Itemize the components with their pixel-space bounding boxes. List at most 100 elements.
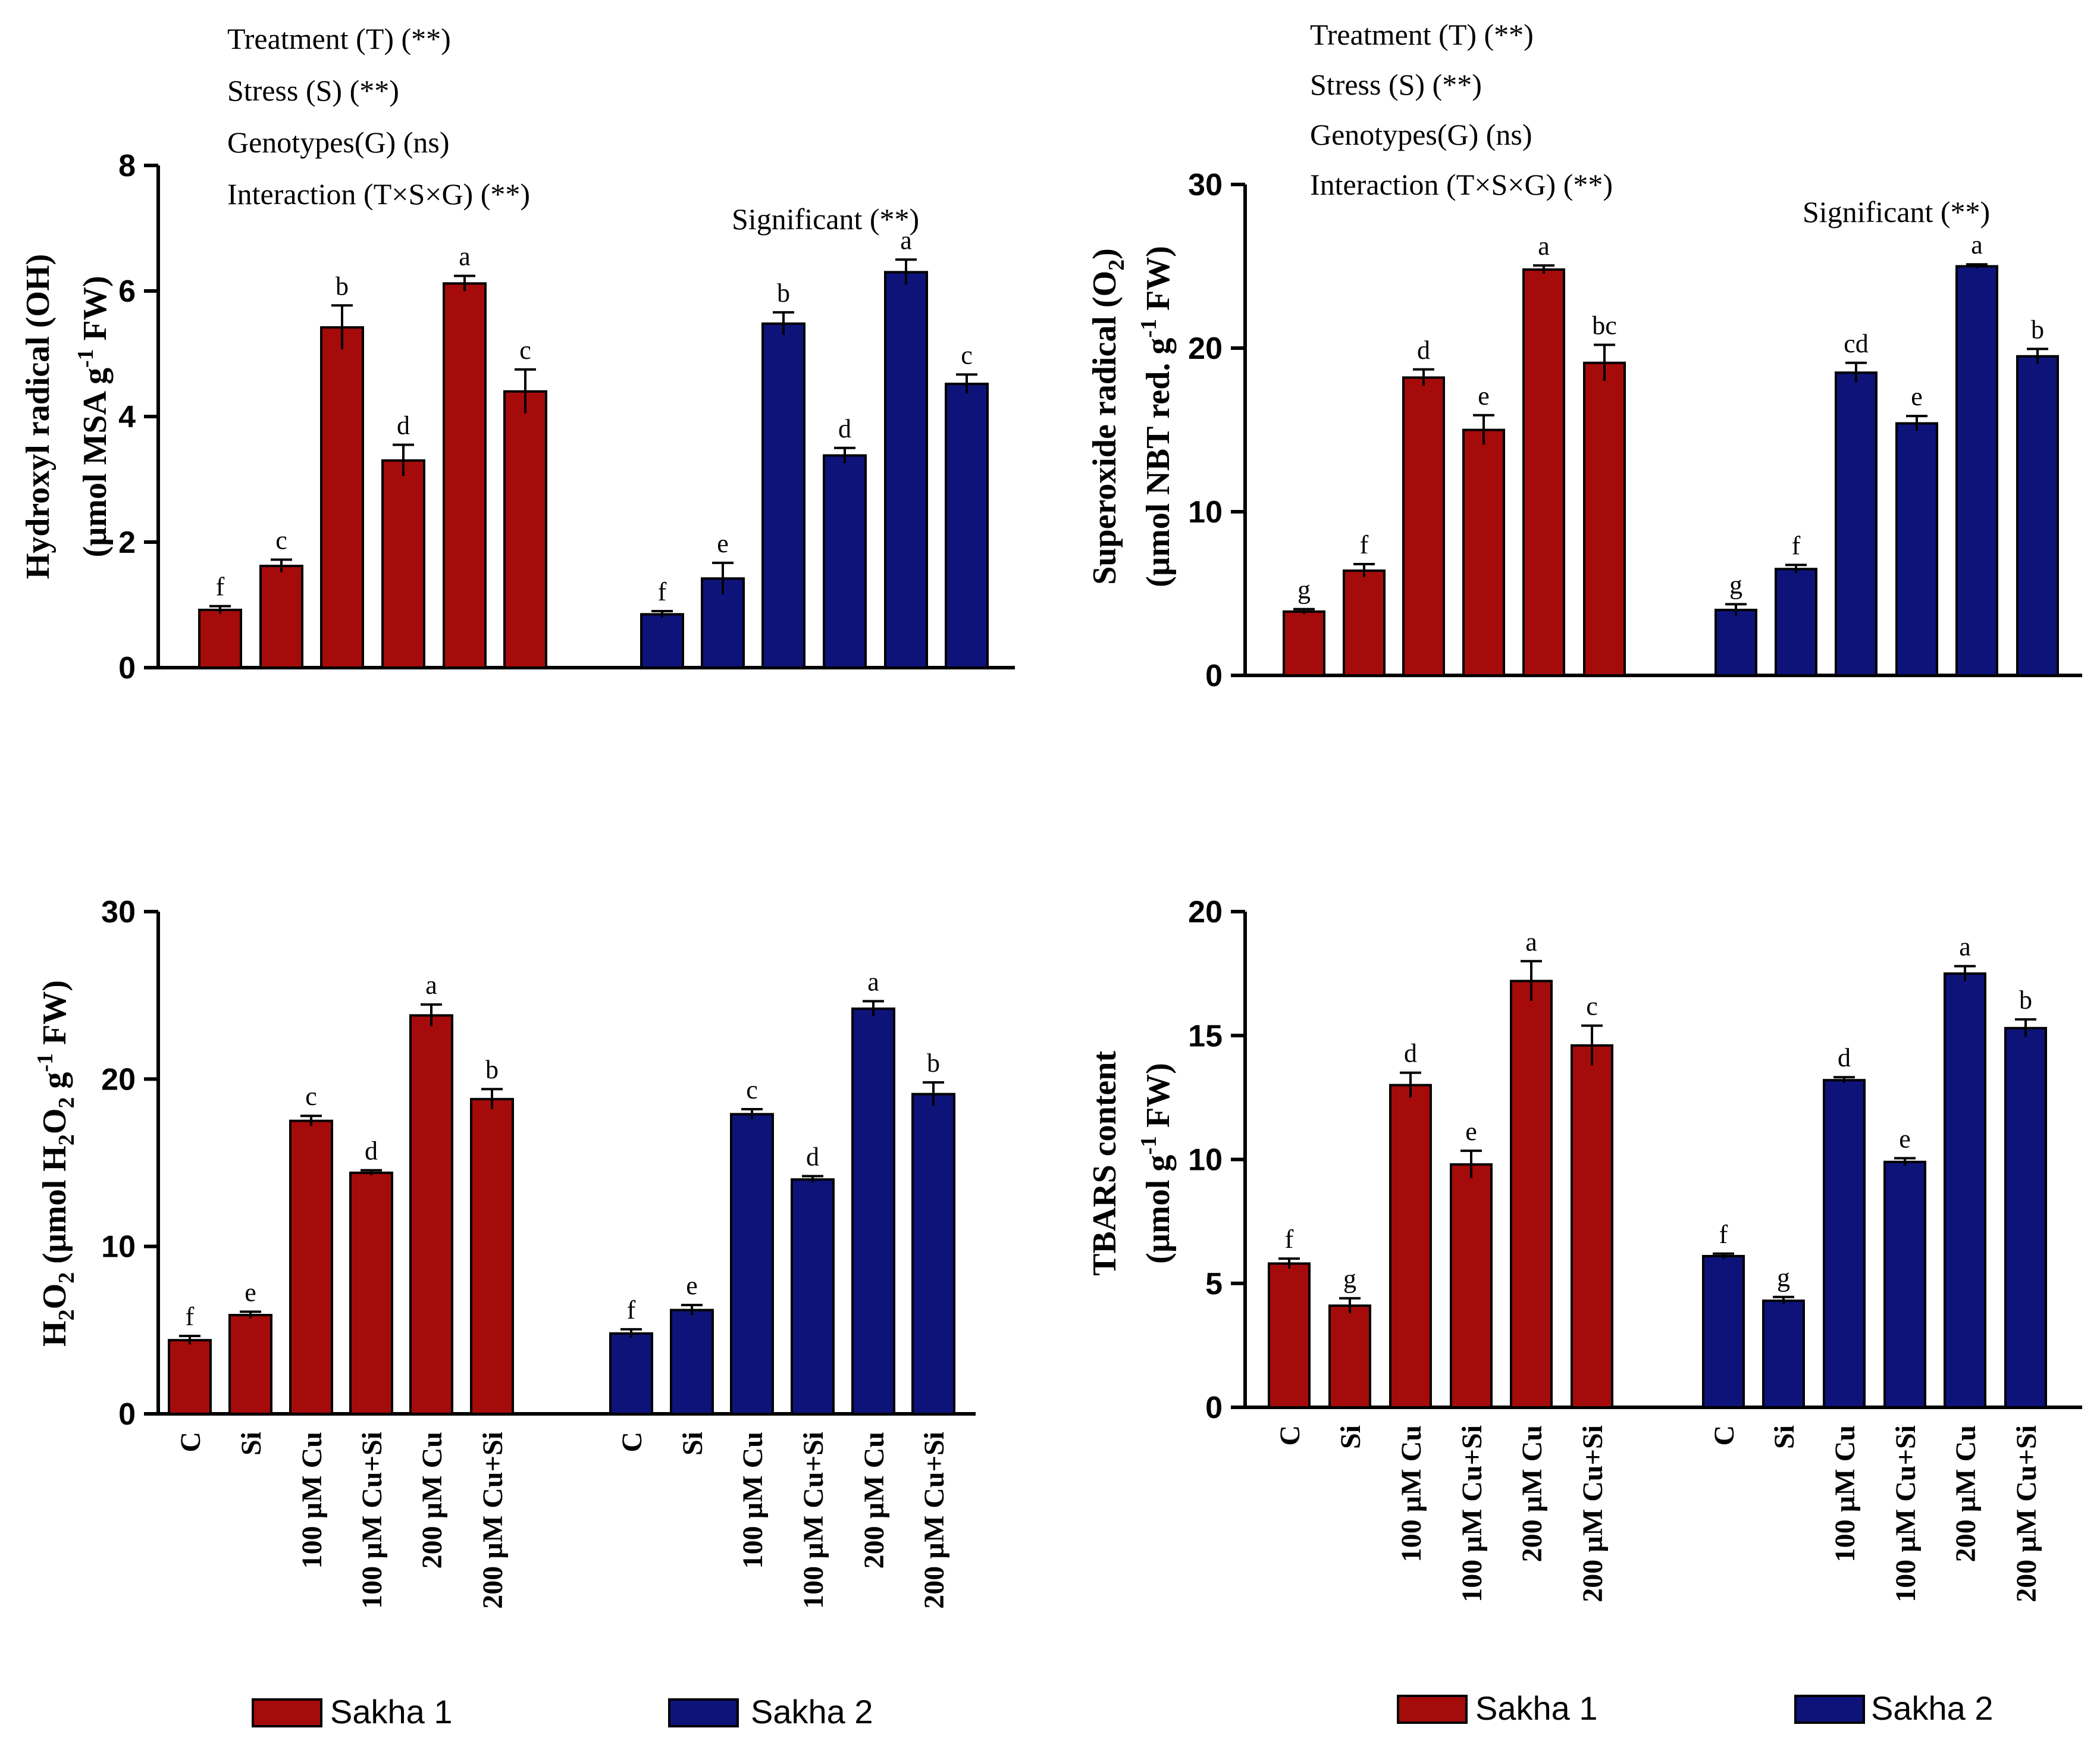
x-tick-label: 200 µM Cu xyxy=(1516,1425,1548,1562)
significance-letter: d xyxy=(365,1137,378,1166)
significance-letter: e xyxy=(1911,382,1923,411)
label-part: (µmol NBT red. g xyxy=(1140,338,1177,587)
significance-letter: c xyxy=(275,526,287,555)
significance-letter: b xyxy=(927,1048,940,1078)
significance-letter: c xyxy=(1586,992,1598,1021)
significance-letter: e xyxy=(245,1278,256,1307)
bar xyxy=(1762,1299,1805,1409)
bar xyxy=(381,459,425,669)
bar xyxy=(791,1178,835,1415)
significance-letter: f xyxy=(1719,1220,1728,1249)
significance-letter: a xyxy=(867,968,879,997)
x-tick-label: C xyxy=(175,1432,206,1453)
x-tick-label: 100 µM Cu+Si xyxy=(356,1432,388,1609)
y-axis-title-line2: (µmol g-1 FW) xyxy=(1136,1063,1177,1264)
bar xyxy=(1775,568,1817,677)
y-tick-label: 0 xyxy=(118,651,136,686)
significance-letter: c xyxy=(961,340,973,370)
legend-label-sakha1-right: Sakha 1 xyxy=(1475,1689,1598,1727)
bar xyxy=(1510,979,1553,1408)
bar xyxy=(911,1093,955,1415)
y-tick-label: 30 xyxy=(1188,168,1223,202)
significance-letter: b xyxy=(336,271,349,301)
bar xyxy=(670,1309,714,1415)
bar xyxy=(1343,569,1386,677)
label-part: O xyxy=(36,1284,73,1310)
stats-line: Treatment (T) (**) xyxy=(227,22,451,55)
bar xyxy=(1462,428,1505,677)
significance-letter: d xyxy=(1404,1039,1417,1068)
bar xyxy=(1895,422,1938,677)
bar xyxy=(1402,376,1445,677)
bar xyxy=(2016,355,2059,677)
x-tick-label: 200 µM Cu+Si xyxy=(2011,1425,2042,1602)
stats-line: Genotypes(G) (ns) xyxy=(1310,118,1532,151)
bar xyxy=(1283,610,1325,677)
bar xyxy=(1450,1163,1493,1408)
label-part: 2 xyxy=(1104,259,1129,271)
bar xyxy=(823,454,867,669)
significance-letter: d xyxy=(838,414,851,443)
significance-letter: a xyxy=(459,242,471,271)
bar xyxy=(1268,1262,1311,1408)
y-tick-label: 10 xyxy=(1188,495,1223,530)
x-tick-label: 200 µM Cu+Si xyxy=(1577,1425,1609,1602)
stats-line: Interaction (T×S×G) (**) xyxy=(227,177,530,211)
legend-label-sakha1: Sakha 1 xyxy=(330,1693,453,1730)
significance-letter: f xyxy=(658,577,667,606)
significance-note: Significant (**) xyxy=(1803,195,1990,229)
bar xyxy=(1702,1254,1745,1409)
panel-superoxide-radical: 0 10 20 30 g f d e a bc g f cd e a b Treatment (T) (**) S… xyxy=(1086,18,2082,693)
x-tick-label: 100 µM Cu+Si xyxy=(1456,1425,1488,1602)
x-tick-label: Si xyxy=(1335,1425,1366,1449)
label-part: Hydroxyl radical (OH) xyxy=(20,254,57,580)
bar xyxy=(1715,609,1757,677)
bar xyxy=(761,322,805,669)
bar xyxy=(320,326,364,669)
y-tick-label: 10 xyxy=(1188,1143,1223,1178)
label-part: FW) xyxy=(1140,1063,1177,1136)
significance-letter: b xyxy=(2019,985,2032,1015)
y-axis-title-line1: Superoxide radical (O2) xyxy=(1086,248,1129,585)
significance-letter: e xyxy=(1478,381,1490,411)
x-tick-label: 200 µM Cu+Si xyxy=(477,1432,509,1609)
y-tick-label: 0 xyxy=(1205,1391,1223,1425)
bar xyxy=(1389,1084,1432,1409)
bar xyxy=(1583,361,1626,677)
label-part: -1 xyxy=(33,1053,58,1072)
significance-letter: f xyxy=(627,1295,636,1325)
bar xyxy=(168,1339,212,1416)
y-axis-title-line2: (µmol NBT red. g-1 FW) xyxy=(1136,246,1177,587)
label-part: FW) xyxy=(36,980,73,1053)
x-tick-label: 200 µM Cu xyxy=(416,1432,448,1569)
legend-swatch-sakha1 xyxy=(252,1698,322,1727)
significance-letter: b xyxy=(777,278,790,308)
significance-letter: b xyxy=(2031,315,2044,344)
bar xyxy=(1883,1160,1926,1409)
label-part: ) xyxy=(1086,248,1123,259)
significance-letter: g xyxy=(1729,570,1742,599)
y-axis-title-line2: (µmol MSA g-1 FW) xyxy=(73,276,114,558)
bar xyxy=(884,271,928,669)
significance-letter: a xyxy=(425,971,437,1000)
y-tick-label: 20 xyxy=(1188,895,1223,929)
x-tick-label: 100 µM Cu xyxy=(296,1432,328,1569)
stats-line: Genotypes(G) (ns) xyxy=(227,126,450,159)
bar xyxy=(259,565,303,669)
label-part: H xyxy=(36,1320,73,1347)
significance-letter: a xyxy=(1538,231,1550,261)
significance-letter: d xyxy=(397,411,410,440)
panel-hydroxyl-radical: 0 2 4 6 8 f c b d a c f e b d a c Treatment (T) (**) Stres… xyxy=(20,22,1015,686)
x-tick-label: C xyxy=(616,1432,648,1453)
x-tick-label: 200 µM Cu xyxy=(858,1432,890,1569)
y-tick-label: 5 xyxy=(1205,1267,1223,1301)
x-tick-label: 200 µM Cu+Si xyxy=(919,1432,950,1609)
bar xyxy=(470,1098,514,1416)
bar xyxy=(409,1014,453,1415)
x-tick-label: Si xyxy=(677,1432,709,1455)
bar xyxy=(609,1332,653,1415)
label-part: g xyxy=(36,1072,73,1097)
significance-letter: a xyxy=(1971,230,1983,259)
significance-letter: a xyxy=(1959,932,1971,962)
label-part: TBARS content xyxy=(1086,1051,1123,1276)
